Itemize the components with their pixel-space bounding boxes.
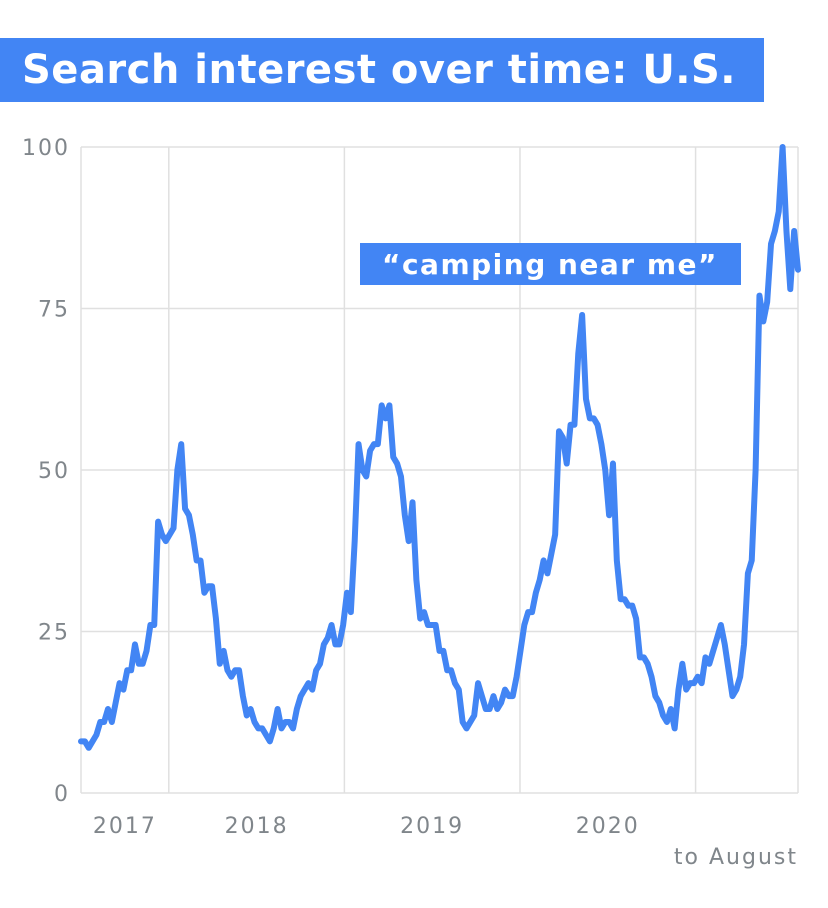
x-tick-label: 2020 [576, 814, 640, 839]
y-tick-label: 100 [22, 136, 70, 161]
x-tick-label: 2017 [93, 814, 157, 839]
x-tick-label: 2018 [225, 814, 289, 839]
grid-lines [80, 146, 799, 794]
annotation-callout: “camping near me” [360, 243, 741, 285]
y-tick-label: 50 [38, 459, 70, 484]
y-axis-tick-labels: 0 25 50 75 100 [22, 136, 70, 807]
chart-title: Search interest over time: U.S. [22, 47, 736, 93]
y-tick-label: 25 [38, 621, 70, 646]
annotation-box [360, 243, 741, 285]
y-tick-label: 75 [38, 298, 70, 323]
series-line [78, 144, 801, 751]
annotation-label: “camping near me” [382, 248, 718, 281]
y-tick-label: 0 [54, 782, 70, 807]
x-tick-label: 2019 [400, 814, 464, 839]
series-layer [78, 144, 801, 751]
chart-title-banner: Search interest over time: U.S. [0, 38, 764, 102]
x-axis-tick-labels: 2017 2018 2019 2020 to August [93, 814, 798, 870]
x-axis-sub-label: to August [674, 845, 798, 870]
